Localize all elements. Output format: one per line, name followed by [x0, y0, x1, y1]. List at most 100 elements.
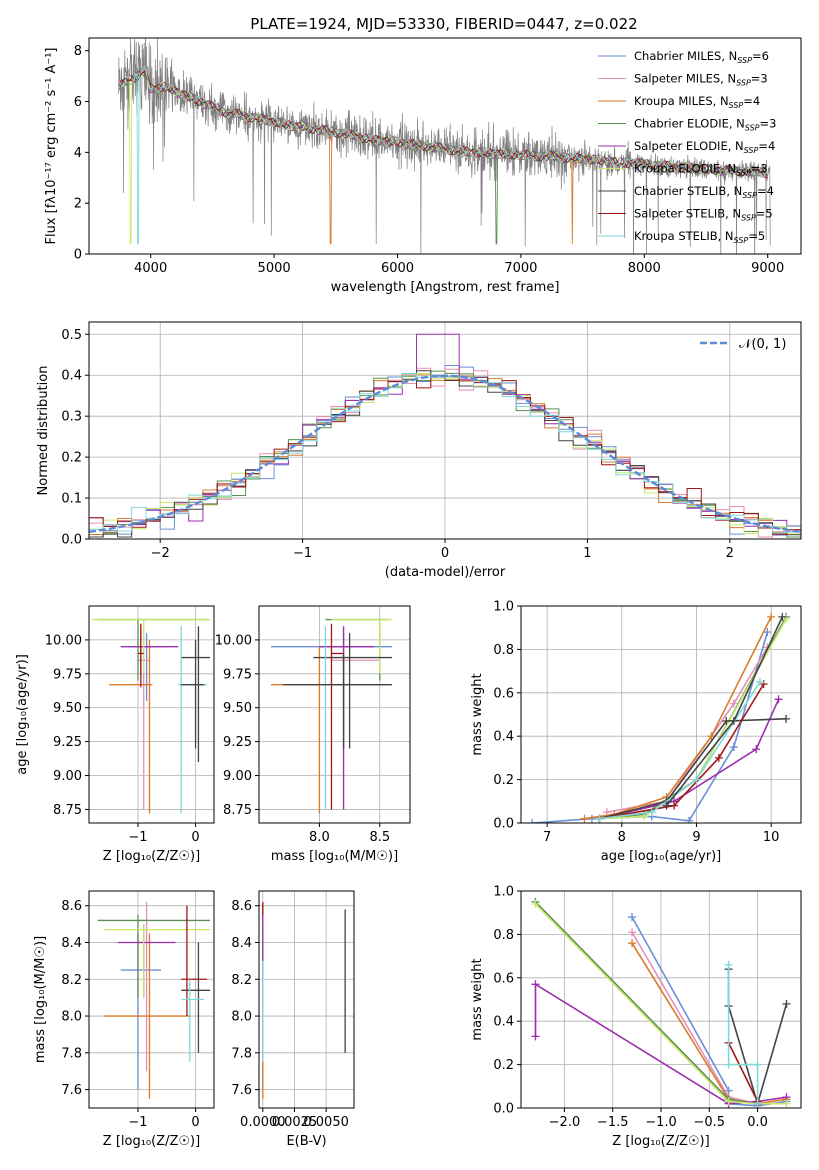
y-axis-label: age [log₁₀(age/yr)] [15, 654, 30, 775]
y-tick-label: 6 [74, 95, 82, 110]
weight-vs-metallicity-panel: −2.0 −1.5 −1.0 −0.5 0.0 0.0 0.2 0.4 0.6 0.8 1.0 Z [… [470, 885, 802, 1149]
model-line-8 [118, 65, 768, 245]
weight-marker [628, 913, 637, 922]
weight-marker [714, 753, 723, 762]
y-tick-label: 0.8 [493, 928, 514, 943]
x-tick-label: 7 [543, 830, 551, 845]
x-tick-label: 0 [191, 830, 199, 845]
x-tick-label: 1 [583, 546, 591, 561]
y-tick-label: 8.75 [53, 803, 82, 818]
x-tick-label: 10 [763, 830, 780, 845]
weight-marker [752, 745, 761, 754]
y-axis-label: Normed distribution [36, 366, 51, 496]
y-axis-label: mass [log₁₀(M/M☉)] [33, 936, 48, 1063]
y-tick-label: 0.2 [493, 773, 514, 788]
legend-entry: Salpeter ELODIE, NSSP=4 [634, 139, 775, 155]
plot-area [118, 38, 771, 254]
weight-marker [670, 801, 679, 810]
x-tick-label: 0.0050 [303, 1115, 349, 1130]
x-axis-label: Z [log₁₀(Z/Z☉)] [103, 1134, 200, 1149]
spectrum-panel: 4000 5000 6000 7000 8000 9000 0 2 4 6 8 wavelength … [44, 37, 802, 295]
y-tick-label: 8.0 [231, 1010, 252, 1025]
y-tick-label: 9.50 [223, 701, 252, 716]
weight-line-5 [534, 903, 787, 1105]
y-tick-label: 0.8 [493, 643, 514, 658]
residual-histogram-6 [89, 370, 801, 538]
mass-vs-metallicity-panel: −1 0 7.6 7.8 8.0 8.2 8.4 8.6 Z [log₁₀(Z/Z☉)] mass… [33, 890, 215, 1149]
x-tick-label: 5000 [258, 261, 291, 276]
legend-entry: Kroupa MILES, NSSP=4 [634, 94, 760, 110]
legend-entry: Salpeter STELIB, NSSP=5 [634, 207, 773, 223]
y-tick-label: 0.6 [493, 971, 514, 986]
x-tick-label: 7000 [504, 261, 537, 276]
y-tick-label: 0.0 [493, 1102, 514, 1117]
x-axis-label: mass [log₁₀(M/M☉)] [271, 849, 398, 864]
axes-frame [258, 605, 411, 824]
legend-entry: Kroupa STELIB, NSSP=5 [634, 229, 765, 245]
x-axis-label: Z [log₁₀(Z/Z☉)] [103, 849, 200, 864]
weight-marker [774, 695, 783, 704]
y-tick-label: 0.3 [61, 410, 82, 425]
weight-line-3 [599, 616, 787, 820]
y-tick-label: 8.75 [223, 803, 252, 818]
y-tick-label: 0.0 [61, 533, 82, 548]
weight-marker [722, 717, 731, 726]
y-tick-label: 0.2 [61, 451, 82, 466]
y-tick-label: 9.00 [223, 769, 252, 784]
y-tick-label: 7.6 [231, 1083, 252, 1098]
y-tick-label: 8 [74, 44, 82, 59]
x-tick-label: −2.0 [549, 1115, 581, 1130]
y-tick-label: 9.50 [53, 701, 82, 716]
x-tick-label: 0.0 [747, 1115, 768, 1130]
plot-area [91, 618, 210, 814]
weight-line-6 [599, 718, 787, 820]
plot-area [528, 612, 791, 823]
y-tick-label: 9.75 [223, 667, 252, 682]
model-line-3 [118, 68, 768, 245]
weight-marker [767, 612, 776, 621]
observed-spectrum [118, 38, 771, 254]
y-tick-label: 0.1 [61, 492, 82, 507]
x-tick-label: 8.5 [369, 830, 390, 845]
x-tick-label: −1 [128, 830, 147, 845]
age-vs-metallicity-panel: −1 0 8.75 9.00 9.25 9.50 9.75 10.00 Z [log₁₀(Z/Z… [15, 605, 215, 864]
y-axis-label: Flux [fλ10⁻¹⁷ erg cm⁻² s⁻¹ A⁻¹] [44, 48, 59, 245]
y-tick-label: 7.8 [61, 1046, 82, 1061]
plot-area [271, 618, 392, 814]
figure-title: PLATE=1924, MJD=53330, FIBERID=0447, z=0… [250, 15, 637, 33]
y-tick-label: 8.2 [61, 973, 82, 988]
axes-frame [88, 890, 215, 1109]
x-axis-label: (data-model)/error [385, 565, 506, 580]
y-tick-label: 8.4 [231, 936, 252, 951]
x-tick-label: 4000 [134, 261, 167, 276]
weight-marker [753, 1060, 762, 1069]
weight-marker [729, 717, 738, 726]
weight-line-0 [532, 631, 769, 823]
x-tick-label: 0 [191, 1115, 199, 1130]
weight-marker [729, 699, 738, 708]
y-tick-label: 0 [74, 248, 82, 263]
legend-entry: Chabrier MILES, NSSP=6 [634, 49, 769, 65]
y-tick-label: 7.8 [231, 1046, 252, 1061]
legend-entry: Chabrier STELIB, NSSP=4 [634, 184, 774, 200]
axes-frame [88, 605, 215, 824]
weight-marker [782, 999, 791, 1008]
y-tick-label: 7.6 [61, 1083, 82, 1098]
y-tick-label: 0.6 [493, 686, 514, 701]
weight-marker [595, 814, 604, 823]
residuals-panel: −2 −1 0 1 2 0.0 0.1 0.2 0.3 0.4 0.5 (data-model)/er… [36, 321, 802, 580]
y-axis-label: mass weight [470, 673, 485, 755]
plot-area [89, 333, 801, 538]
y-tick-label: 0.2 [493, 1058, 514, 1073]
y-tick-label: 9.75 [53, 667, 82, 682]
legend-entry: Chabrier ELODIE, NSSP=3 [634, 117, 776, 133]
weight-line-3 [534, 901, 758, 1105]
normal-reference-curve [89, 374, 801, 533]
weight-marker [685, 816, 693, 823]
x-tick-label: −1.5 [597, 1115, 629, 1130]
legend-entry-normal: 𝒩(0, 1) [739, 337, 786, 352]
x-axis-label: age [log₁₀(age/yr)] [601, 849, 722, 864]
weight-marker [778, 612, 787, 621]
plot-area [531, 897, 791, 1108]
age-vs-mass-panel: 8.0 8.5 8.75 9.00 9.25 9.50 9.75 10.00 mass [log… [215, 605, 411, 864]
